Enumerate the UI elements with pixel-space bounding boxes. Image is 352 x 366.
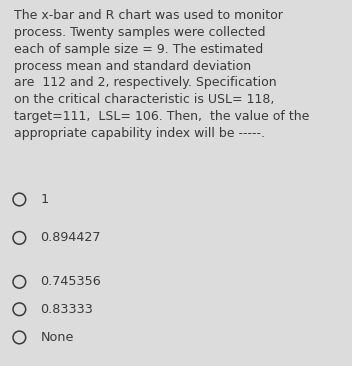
Ellipse shape (13, 232, 26, 244)
Text: None: None (40, 331, 74, 344)
Text: The x-bar and R chart was used to monitor
process. Twenty samples were collected: The x-bar and R chart was used to monito… (14, 9, 309, 140)
Ellipse shape (13, 331, 26, 344)
Text: 1: 1 (40, 193, 49, 206)
Ellipse shape (13, 303, 26, 315)
Text: 0.745356: 0.745356 (40, 275, 101, 288)
Text: 0.894427: 0.894427 (40, 231, 101, 244)
Ellipse shape (13, 193, 26, 206)
Ellipse shape (13, 276, 26, 288)
Text: 0.83333: 0.83333 (40, 303, 93, 316)
